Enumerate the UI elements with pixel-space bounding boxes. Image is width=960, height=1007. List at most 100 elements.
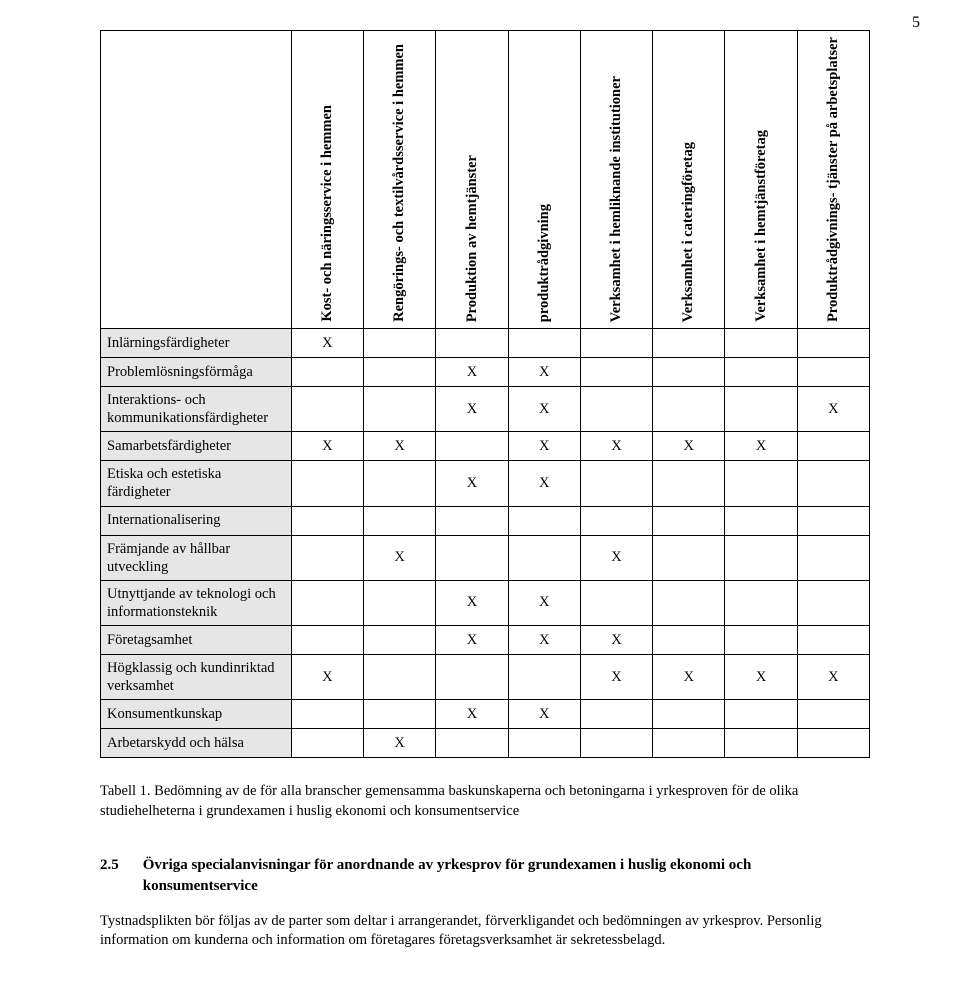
column-header: Kost- och näringsservice i hemmen: [291, 31, 363, 329]
table-cell: [653, 729, 725, 758]
table-cell: [653, 700, 725, 729]
table-cell: [797, 461, 869, 506]
table-cell: [364, 626, 436, 655]
table-cell: [653, 387, 725, 432]
table-row: SamarbetsfärdigheterXXXXXX: [101, 432, 870, 461]
table-cell: [797, 432, 869, 461]
row-label: Konsumentkunskap: [101, 700, 292, 729]
table-cell: X: [436, 580, 508, 625]
table-cell: [580, 329, 652, 358]
table-cell: X: [725, 655, 797, 700]
table-cell: [580, 700, 652, 729]
table-cell: [653, 329, 725, 358]
column-header: Produktrådgivnings- tjänster på arbetspl…: [797, 31, 869, 329]
table-cell: [436, 655, 508, 700]
table-cell: X: [797, 655, 869, 700]
column-header: produktrådgivning: [508, 31, 580, 329]
table-cell: X: [508, 461, 580, 506]
table-cell: [725, 506, 797, 535]
table-cell: [797, 358, 869, 387]
table-cell: [580, 358, 652, 387]
table-cell: [653, 506, 725, 535]
section-heading: 2.5 Övriga specialanvisningar för anordn…: [100, 855, 870, 896]
table-cell: [364, 387, 436, 432]
row-label: Arbetarskydd och hälsa: [101, 729, 292, 758]
table-cell: [653, 535, 725, 580]
table-cell: [725, 535, 797, 580]
table-cell: X: [508, 358, 580, 387]
table-cell: [364, 461, 436, 506]
table-cell: [725, 329, 797, 358]
table-corner-cell: [101, 31, 292, 329]
table-cell: [508, 655, 580, 700]
table-cell: X: [653, 432, 725, 461]
table-cell: X: [291, 432, 363, 461]
table-cell: [291, 580, 363, 625]
table-cell: [364, 329, 436, 358]
row-label: Internationalisering: [101, 506, 292, 535]
table-cell: [580, 729, 652, 758]
table-row: InlärningsfärdigheterX: [101, 329, 870, 358]
table-row: Internationalisering: [101, 506, 870, 535]
table-cell: X: [436, 700, 508, 729]
table-cell: [797, 329, 869, 358]
table-cell: [291, 506, 363, 535]
table-header-row: Kost- och näringsservice i hemmen Rengör…: [101, 31, 870, 329]
table-row: Etiska och estetiska färdigheterXX: [101, 461, 870, 506]
page-number: 5: [912, 14, 920, 32]
table-cell: [364, 580, 436, 625]
table-cell: [653, 358, 725, 387]
table-cell: [291, 729, 363, 758]
table-cell: X: [508, 700, 580, 729]
table-row: Utnyttjande av teknologi och information…: [101, 580, 870, 625]
table-cell: [508, 506, 580, 535]
table-cell: [364, 700, 436, 729]
column-header: Verksamhet i hemtjänstföretag: [725, 31, 797, 329]
table-row: Arbetarskydd och hälsa X: [101, 729, 870, 758]
row-label: Samarbetsfärdigheter: [101, 432, 292, 461]
column-header: Verksamhet i hemliknande institutioner: [580, 31, 652, 329]
row-label: Högklassig och kundinriktad verksamhet: [101, 655, 292, 700]
table-cell: [725, 700, 797, 729]
table-cell: [508, 535, 580, 580]
table-body: InlärningsfärdigheterXProblemlösningsför…: [101, 329, 870, 758]
table-cell: [291, 626, 363, 655]
table-cell: [291, 700, 363, 729]
competency-matrix-table: Kost- och näringsservice i hemmen Rengör…: [100, 30, 870, 758]
table-cell: [508, 729, 580, 758]
row-label: Problemlösningsförmåga: [101, 358, 292, 387]
table-cell: [436, 432, 508, 461]
table-cell: X: [508, 580, 580, 625]
table-caption: Tabell 1. Bedömning av de för alla brans…: [100, 782, 870, 821]
table-cell: X: [364, 729, 436, 758]
row-label: Utnyttjande av teknologi och information…: [101, 580, 292, 625]
table-cell: [797, 535, 869, 580]
table-cell: [291, 358, 363, 387]
table-cell: [797, 580, 869, 625]
table-cell: [725, 626, 797, 655]
table-cell: [725, 461, 797, 506]
table-cell: X: [508, 626, 580, 655]
table-cell: X: [508, 387, 580, 432]
table-row: Högklassig och kundinriktad verksamhetXX…: [101, 655, 870, 700]
row-label: Företagsamhet: [101, 626, 292, 655]
table-cell: X: [291, 329, 363, 358]
table-cell: [364, 506, 436, 535]
table-row: FöretagsamhetXXX: [101, 626, 870, 655]
table-cell: [364, 358, 436, 387]
table-cell: [436, 729, 508, 758]
table-cell: [580, 461, 652, 506]
table-cell: [436, 535, 508, 580]
table-row: Konsumentkunskap XX: [101, 700, 870, 729]
section-number: 2.5: [100, 855, 119, 875]
table-cell: [580, 387, 652, 432]
table-cell: X: [653, 655, 725, 700]
table-cell: X: [508, 432, 580, 461]
column-header: Rengörings- och textilvårdsservice i hem…: [364, 31, 436, 329]
table-cell: X: [364, 535, 436, 580]
table-cell: [797, 506, 869, 535]
table-cell: X: [436, 358, 508, 387]
table-cell: X: [797, 387, 869, 432]
table-cell: X: [436, 461, 508, 506]
column-header: Produktion av hemtjänster: [436, 31, 508, 329]
